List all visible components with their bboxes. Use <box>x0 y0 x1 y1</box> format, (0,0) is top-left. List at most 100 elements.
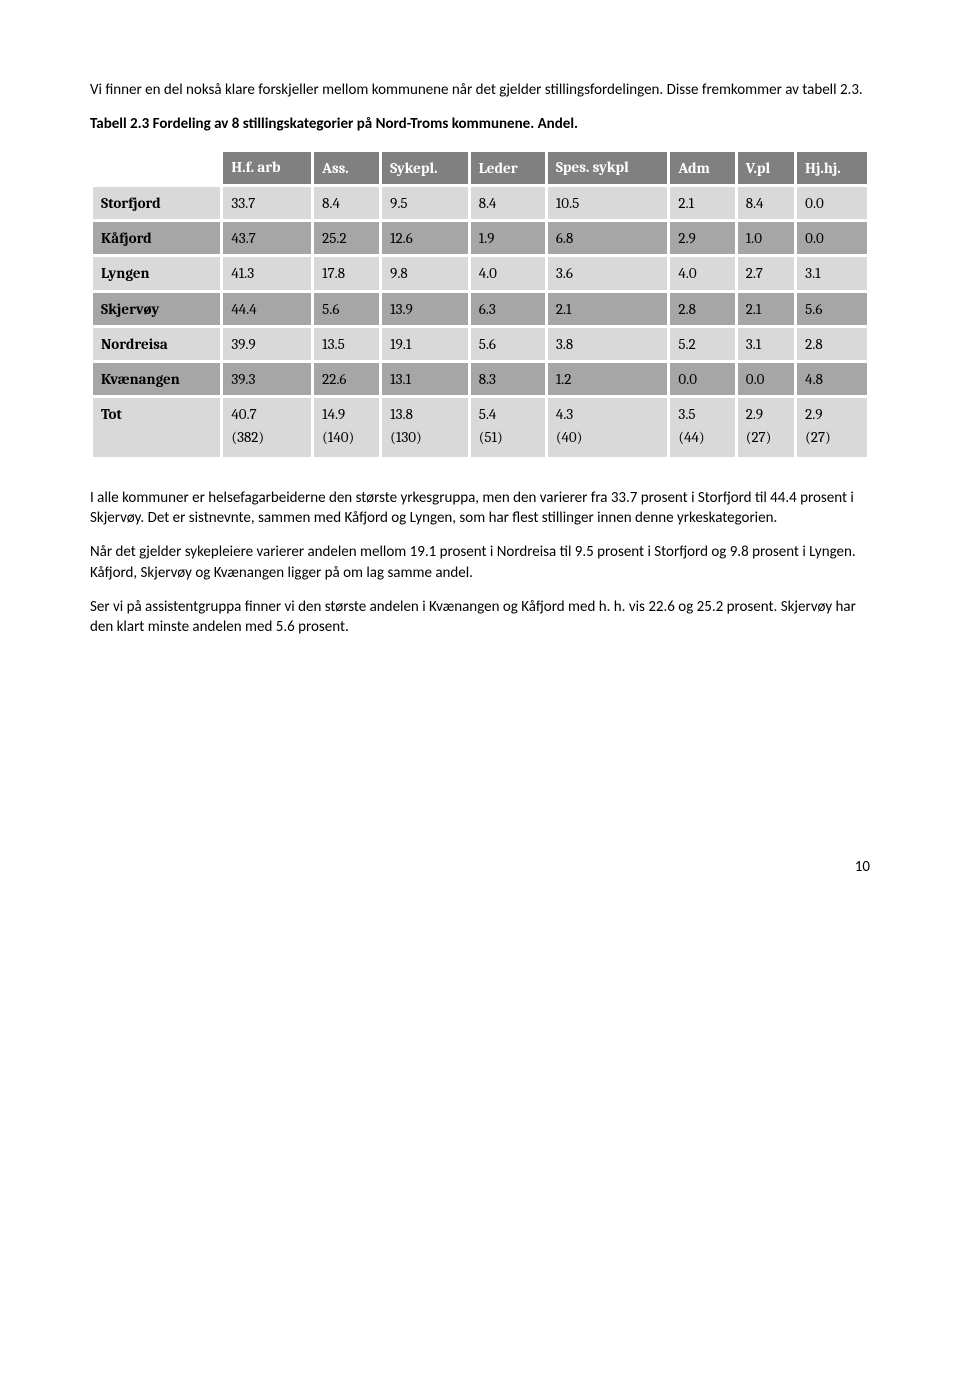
cell: 9.8 <box>381 256 470 291</box>
cell: 2.1 <box>736 291 795 326</box>
col-blank <box>92 150 222 185</box>
table-body: Storfjord 33.7 8.4 9.5 8.4 10.5 2.1 8.4 … <box>92 185 869 458</box>
table-row: Lyngen 41.3 17.8 9.8 4.0 3.6 4.0 2.7 3.1 <box>92 256 869 291</box>
page-number: 10 <box>90 857 870 877</box>
tot-sub: (51) <box>479 427 537 447</box>
cell: 1.2 <box>546 362 669 397</box>
cell: 3.6 <box>546 256 669 291</box>
body-paragraph-1: I alle kommuner er helsefagarbeiderne de… <box>90 488 870 529</box>
cell: 19.1 <box>381 326 470 361</box>
tot-val: 3.5 <box>678 405 695 423</box>
cell: 12.6 <box>381 221 470 256</box>
row-label: Skjervøy <box>92 291 222 326</box>
cell: 3.1 <box>736 326 795 361</box>
cell: 2.8 <box>669 291 736 326</box>
data-table: H.f. arb Ass. Sykepl. Leder Spes. sykpl … <box>90 149 870 460</box>
cell: 13.9 <box>381 291 470 326</box>
cell: 2.9 <box>669 221 736 256</box>
tot-val: 40.7 <box>231 405 256 423</box>
tot-sub: (27) <box>805 427 859 447</box>
row-label: Lyngen <box>92 256 222 291</box>
table-row: Storfjord 33.7 8.4 9.5 8.4 10.5 2.1 8.4 … <box>92 185 869 220</box>
cell: 41.3 <box>222 256 313 291</box>
cell: 2.7 <box>736 256 795 291</box>
cell: 2.1 <box>669 185 736 220</box>
cell: 25.2 <box>313 221 381 256</box>
table-row: Kåfjord 43.7 25.2 12.6 1.9 6.8 2.9 1.0 0… <box>92 221 869 256</box>
body-paragraph-2: Når det gjelder sykepleiere varierer and… <box>90 542 870 583</box>
table-caption: Tabell 2.3 Fordeling av 8 stillingskateg… <box>90 114 870 134</box>
tot-val: 14.9 <box>322 405 345 423</box>
cell: 3.8 <box>546 326 669 361</box>
row-label: Storfjord <box>92 185 222 220</box>
cell: 13.8 (130) <box>381 397 470 459</box>
cell: 3.1 <box>796 256 869 291</box>
row-label: Kvænangen <box>92 362 222 397</box>
cell: 22.6 <box>313 362 381 397</box>
cell: 13.5 <box>313 326 381 361</box>
table-header-row: H.f. arb Ass. Sykepl. Leder Spes. sykpl … <box>92 150 869 185</box>
col-hfarb: H.f. arb <box>222 150 313 185</box>
col-hjhj: Hj.hj. <box>796 150 869 185</box>
cell: 10.5 <box>546 185 669 220</box>
cell: 4.0 <box>669 256 736 291</box>
cell: 5.6 <box>313 291 381 326</box>
cell: 4.8 <box>796 362 869 397</box>
tot-sub: (382) <box>231 427 303 447</box>
cell: 13.1 <box>381 362 470 397</box>
cell: 9.5 <box>381 185 470 220</box>
table-row: Nordreisa 39.9 13.5 19.1 5.6 3.8 5.2 3.1… <box>92 326 869 361</box>
table-row: Kvænangen 39.3 22.6 13.1 8.3 1.2 0.0 0.0… <box>92 362 869 397</box>
tot-sub: (40) <box>556 427 660 447</box>
cell: 5.2 <box>669 326 736 361</box>
cell: 44.4 <box>222 291 313 326</box>
cell: 2.8 <box>796 326 869 361</box>
col-leder: Leder <box>469 150 546 185</box>
cell: 17.8 <box>313 256 381 291</box>
cell: 0.0 <box>669 362 736 397</box>
tot-val: 2.9 <box>805 405 822 423</box>
row-label: Tot <box>92 397 222 459</box>
col-vpl: V.pl <box>736 150 795 185</box>
cell: 8.4 <box>736 185 795 220</box>
tot-sub: (140) <box>322 427 371 447</box>
cell: 39.3 <box>222 362 313 397</box>
tot-sub: (44) <box>678 427 726 447</box>
table-row-total: Tot 40.7 (382) 14.9 (140) 13.8 (130) 5.4 (51… <box>92 397 869 459</box>
cell: 40.7 (382) <box>222 397 313 459</box>
tot-val: 13.8 <box>390 405 413 423</box>
row-label: Nordreisa <box>92 326 222 361</box>
tot-val: 2.9 <box>746 405 763 423</box>
cell: 1.9 <box>469 221 546 256</box>
cell: 5.4 (51) <box>469 397 546 459</box>
cell: 8.4 <box>469 185 546 220</box>
cell: 2.1 <box>546 291 669 326</box>
tot-sub: (27) <box>746 427 786 447</box>
cell: 8.3 <box>469 362 546 397</box>
cell: 33.7 <box>222 185 313 220</box>
col-ass: Ass. <box>313 150 381 185</box>
row-label: Kåfjord <box>92 221 222 256</box>
col-adm: Adm <box>669 150 736 185</box>
cell: 5.6 <box>796 291 869 326</box>
table-row: Skjervøy 44.4 5.6 13.9 6.3 2.1 2.8 2.1 5… <box>92 291 869 326</box>
cell: 4.3 (40) <box>546 397 669 459</box>
cell: 6.3 <box>469 291 546 326</box>
tot-val: 5.4 <box>479 405 497 423</box>
cell: 6.8 <box>546 221 669 256</box>
intro-paragraph: Vi finner en del nokså klare forskjeller… <box>90 80 870 100</box>
cell: 0.0 <box>736 362 795 397</box>
cell: 43.7 <box>222 221 313 256</box>
tot-val: 4.3 <box>556 405 573 423</box>
col-spes: Spes. sykpl <box>546 150 669 185</box>
cell: 4.0 <box>469 256 546 291</box>
cell: 14.9 (140) <box>313 397 381 459</box>
col-sykepl: Sykepl. <box>381 150 470 185</box>
cell: 2.9 (27) <box>796 397 869 459</box>
cell: 1.0 <box>736 221 795 256</box>
cell: 8.4 <box>313 185 381 220</box>
cell: 0.0 <box>796 185 869 220</box>
tot-sub: (130) <box>390 427 460 447</box>
cell: 5.6 <box>469 326 546 361</box>
cell: 3.5 (44) <box>669 397 736 459</box>
